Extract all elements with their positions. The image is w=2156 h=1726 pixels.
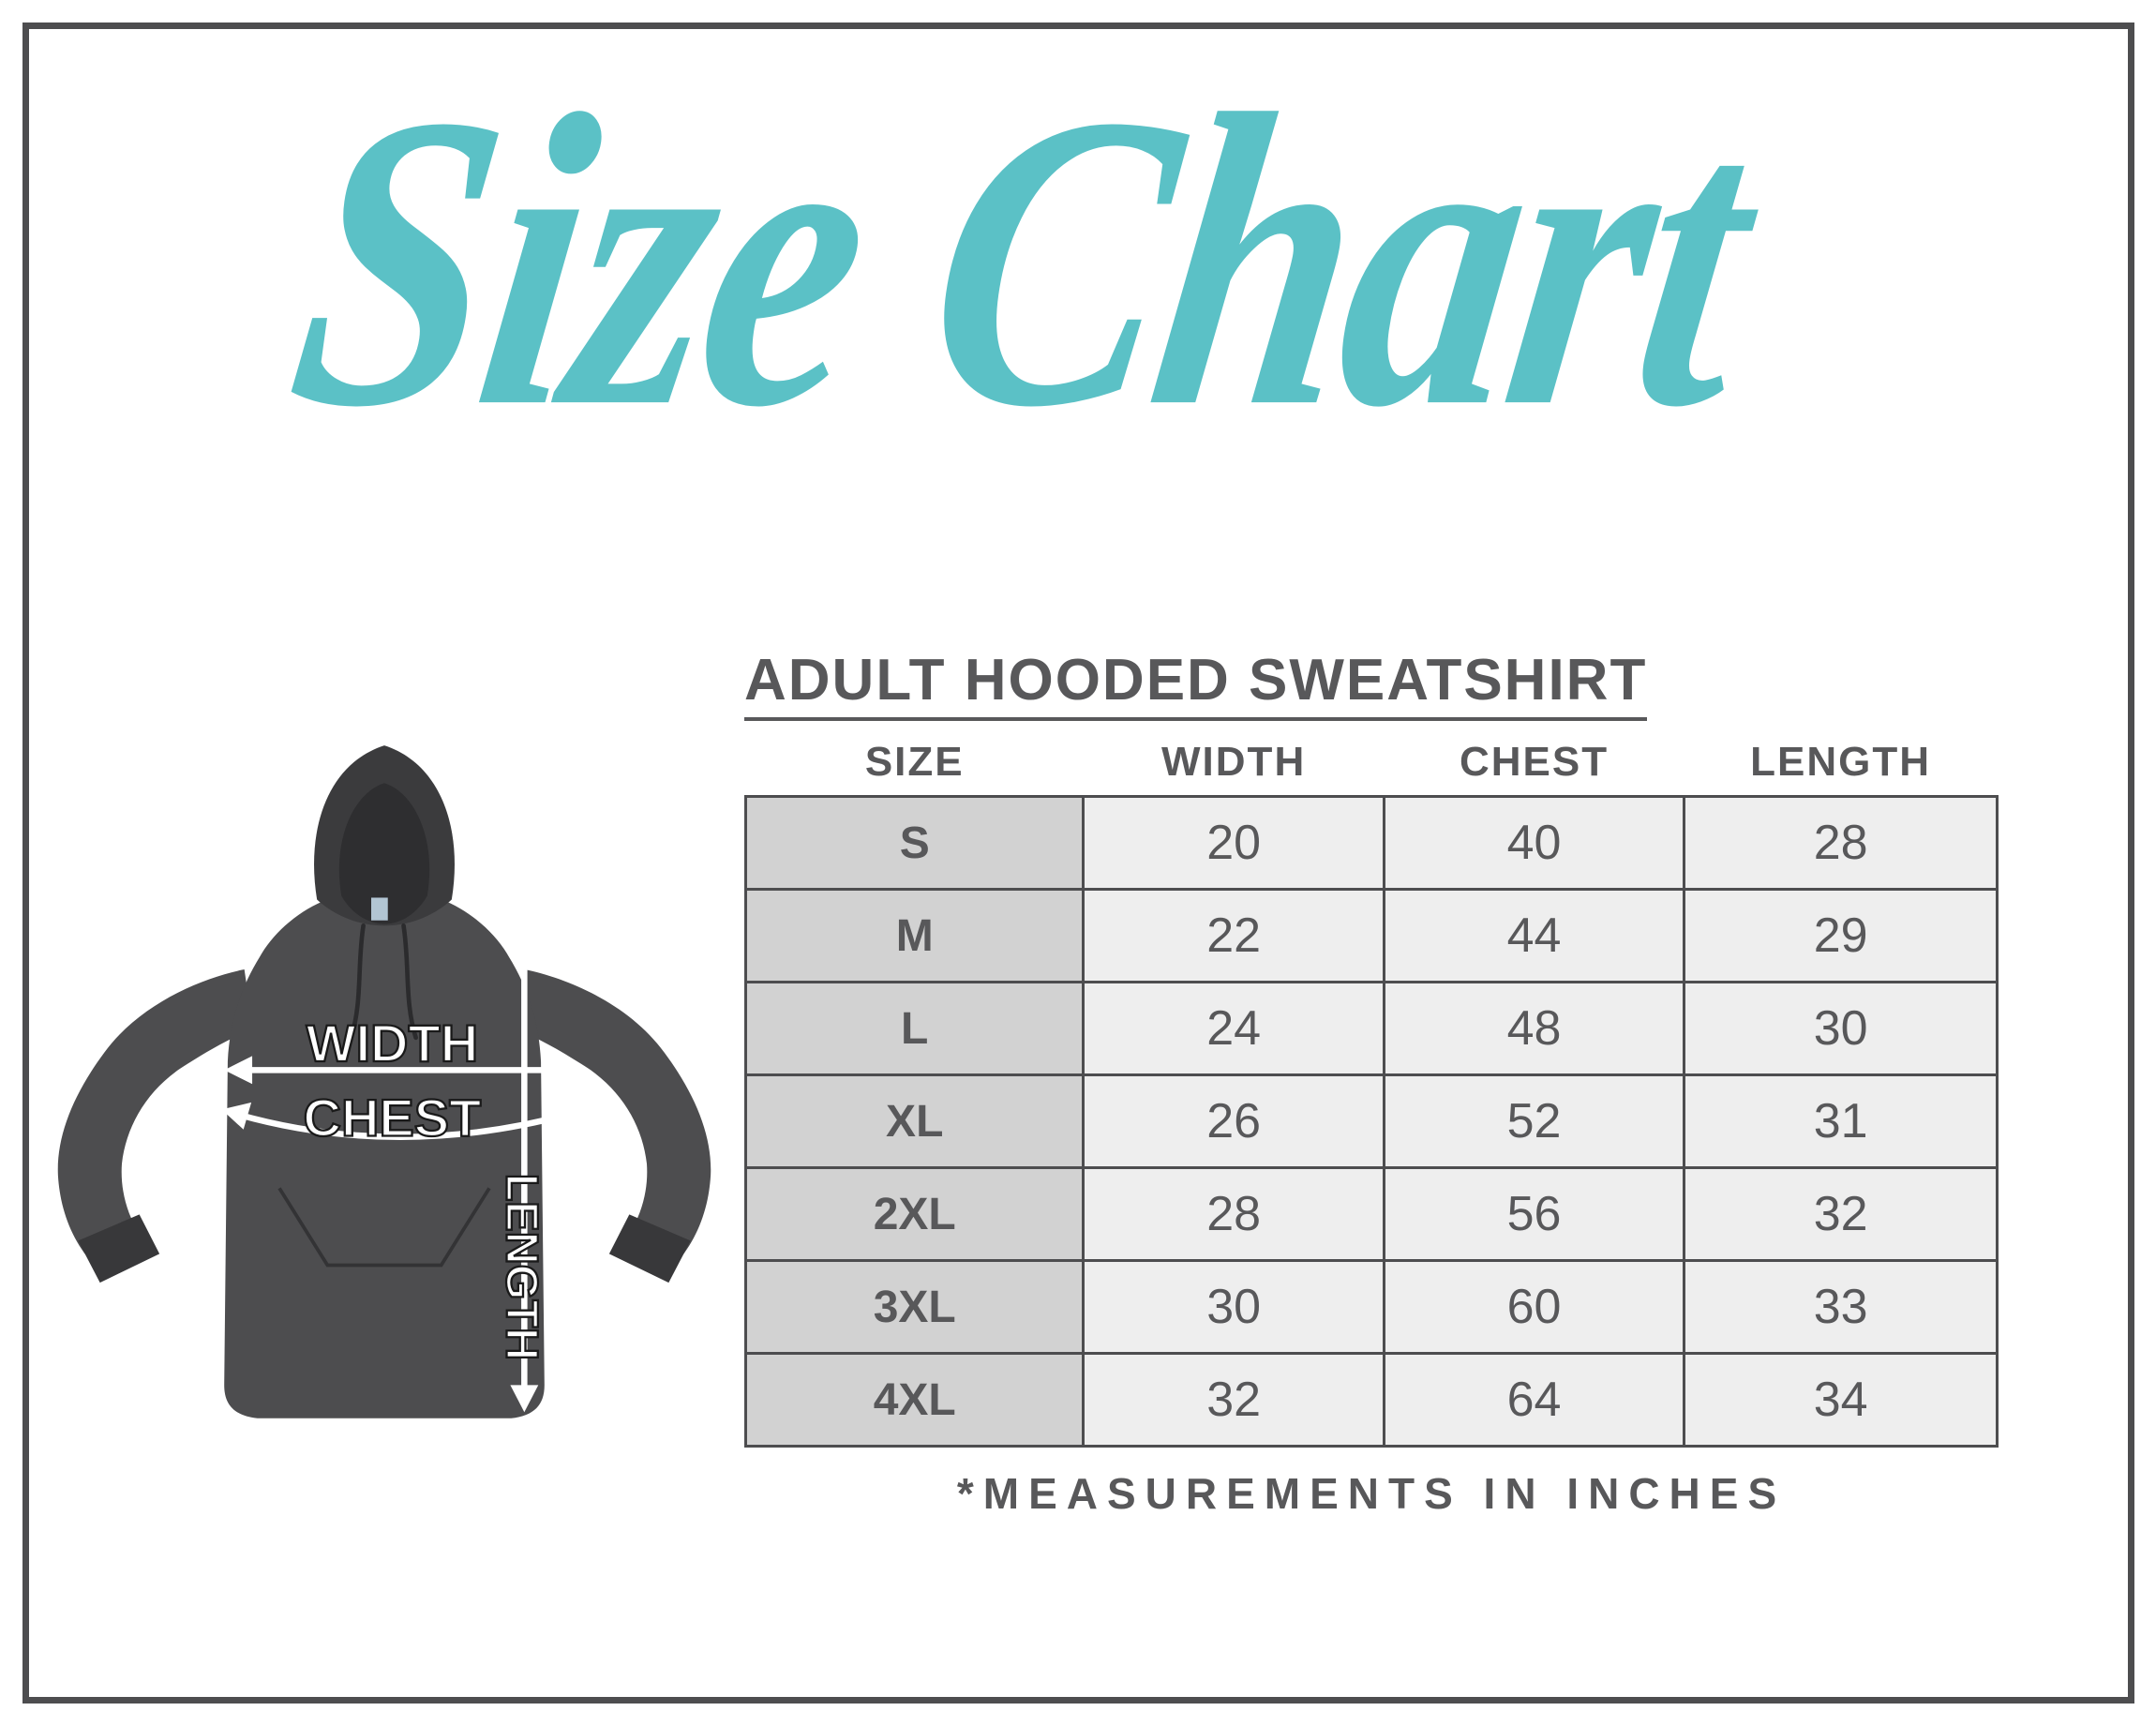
svg-text:LENGTH: LENGTH [497,1174,547,1360]
svg-text:CHEST: CHEST [304,1088,482,1147]
svg-text:WIDTH: WIDTH [307,1013,479,1073]
